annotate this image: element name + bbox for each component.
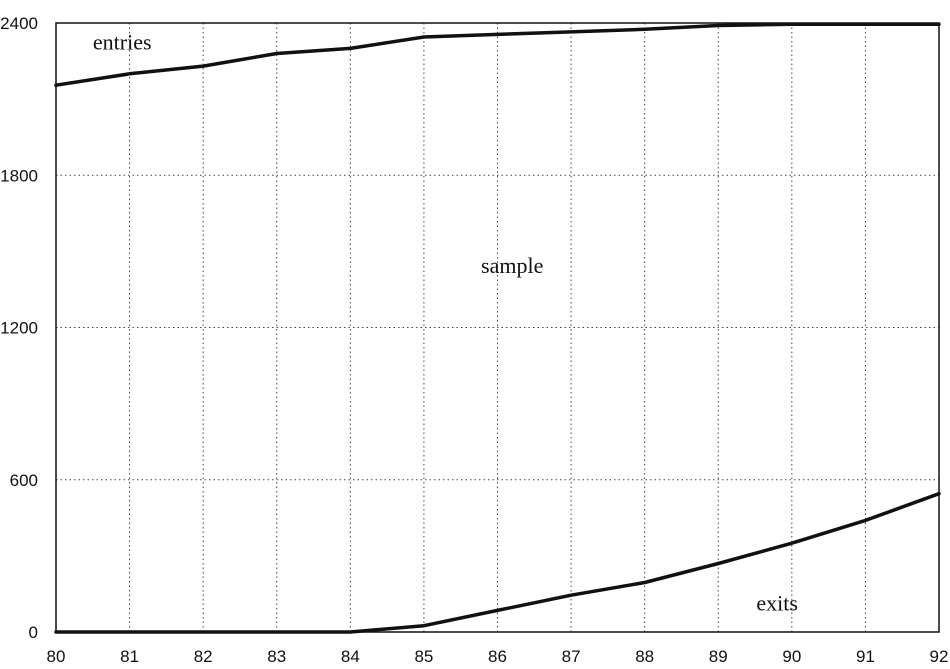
series-line-exits xyxy=(54,491,941,634)
y-axis-tick-labels: 0 600 1200 1800 2400 xyxy=(0,14,38,642)
y-tick-label: 0 xyxy=(29,623,38,642)
series-lines xyxy=(54,22,941,634)
x-tick-label: 88 xyxy=(635,647,654,666)
x-tick-label: 81 xyxy=(120,647,139,666)
x-tick-label: 80 xyxy=(47,647,66,666)
x-tick-label: 86 xyxy=(488,647,507,666)
x-tick-label: 89 xyxy=(709,647,728,666)
x-tick-label: 91 xyxy=(856,647,875,666)
x-tick-label: 83 xyxy=(267,647,286,666)
plot-frame xyxy=(55,22,940,633)
series-line-entries xyxy=(54,22,941,87)
annotations: entries sample exits xyxy=(93,30,798,616)
x-tick-label: 84 xyxy=(341,647,360,666)
y-tick-label: 1200 xyxy=(0,319,38,338)
y-tick-label: 1800 xyxy=(0,166,38,185)
y-tick-label: 2400 xyxy=(0,14,38,33)
x-tick-label: 92 xyxy=(930,647,949,666)
annotation-entries: entries xyxy=(93,30,152,55)
x-tick-label: 87 xyxy=(562,647,581,666)
x-tick-label: 85 xyxy=(414,647,433,666)
x-tick-label: 82 xyxy=(194,647,213,666)
annotation-exits: exits xyxy=(756,590,798,615)
x-axis-tick-labels: 80 81 82 83 84 85 86 87 88 89 90 91 92 xyxy=(47,647,949,666)
y-tick-label: 600 xyxy=(10,471,38,490)
annotation-sample: sample xyxy=(481,253,543,278)
x-tick-label: 90 xyxy=(782,647,801,666)
grid-lines xyxy=(56,23,939,632)
